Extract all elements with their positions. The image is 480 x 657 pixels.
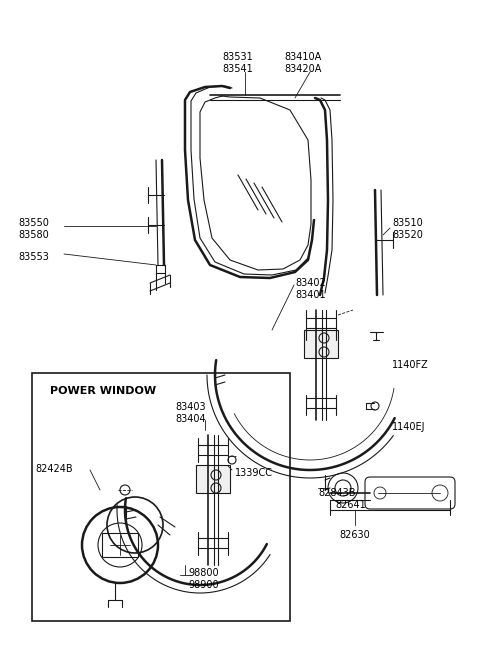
Text: 83402: 83402 [295,278,326,288]
Text: 82630: 82630 [340,530,371,540]
Text: 83410A: 83410A [284,52,321,62]
FancyBboxPatch shape [365,477,455,509]
Text: 83403: 83403 [175,402,205,412]
Text: 83520: 83520 [392,230,423,240]
Text: 82641: 82641 [335,500,366,510]
Bar [304,330,338,358]
Text: 82424B: 82424B [35,464,72,474]
Bar [32,373,290,621]
Text: 83553: 83553 [18,252,49,262]
Text: 82843B: 82843B [318,488,356,498]
Text: 1140EJ: 1140EJ [392,422,425,432]
Text: 83580: 83580 [18,230,49,240]
Text: 83401: 83401 [295,290,325,300]
Text: 98800: 98800 [188,568,218,578]
Text: 83550: 83550 [18,218,49,228]
Text: 83420A: 83420A [284,64,322,74]
Text: 83541: 83541 [223,64,253,74]
Bar [102,533,138,557]
Text: 1140FZ: 1140FZ [392,360,429,370]
Bar [196,465,230,493]
Text: 83404: 83404 [175,414,205,424]
Text: 98900: 98900 [188,580,218,590]
Text: POWER WINDOW: POWER WINDOW [50,386,156,396]
Text: 83531: 83531 [223,52,253,62]
Text: 1339CC: 1339CC [235,468,273,478]
Text: 83510: 83510 [392,218,423,228]
